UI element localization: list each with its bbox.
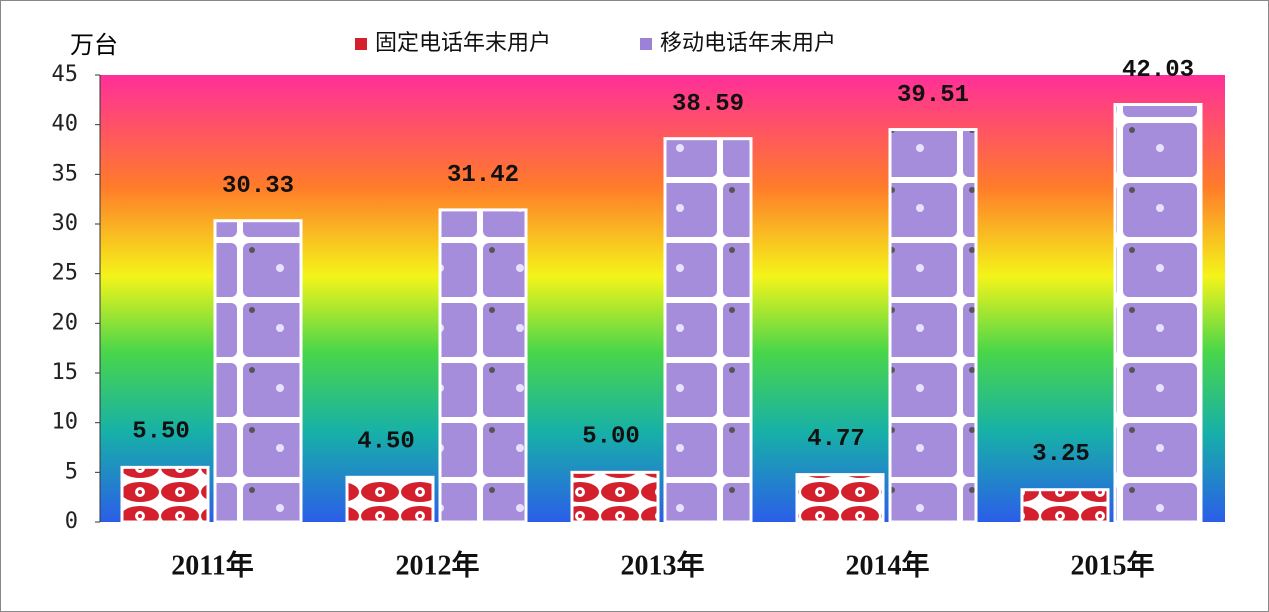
bar [1020, 488, 1110, 524]
value-label: 4.50 [357, 429, 415, 456]
y-tick-label: 45 [52, 62, 79, 87]
bar [570, 470, 660, 524]
value-label: 39.51 [897, 82, 969, 109]
y-axis-label: 万台 [70, 31, 118, 59]
y-tick-label: 35 [52, 161, 79, 186]
y-tick-label: 5 [65, 459, 78, 484]
legend-swatch [640, 38, 652, 50]
x-tick-label: 2013年 [620, 548, 704, 581]
y-tick-label: 25 [52, 261, 79, 286]
bar [795, 473, 885, 524]
value-label: 4.77 [807, 426, 865, 453]
y-tick-label: 15 [52, 360, 79, 385]
bar [663, 137, 753, 524]
y-tick-label: 30 [52, 211, 79, 236]
value-label: 42.03 [1122, 57, 1194, 84]
value-label: 30.33 [222, 173, 294, 200]
value-label: 5.50 [132, 419, 190, 446]
bar [888, 128, 978, 524]
bar [345, 475, 435, 524]
value-label: 38.59 [672, 91, 744, 118]
legend-label: 移动电话年末用户 [660, 31, 836, 56]
bar [1113, 103, 1203, 524]
x-tick-label: 2011年 [171, 548, 253, 581]
value-label: 31.42 [447, 162, 519, 189]
x-tick-label: 2015年 [1070, 548, 1154, 581]
legend-label: 固定电话年末用户 [375, 31, 551, 56]
bar [213, 219, 303, 524]
x-tick-label: 2012年 [395, 548, 479, 581]
x-tick-label: 2014年 [845, 548, 929, 581]
value-label: 3.25 [1032, 441, 1090, 468]
y-tick-label: 0 [65, 509, 78, 534]
y-tick-label: 40 [52, 112, 79, 137]
bar [438, 208, 528, 524]
y-tick-label: 20 [52, 310, 79, 335]
bar [120, 465, 210, 524]
y-tick-label: 10 [52, 410, 79, 435]
value-label: 5.00 [582, 424, 640, 451]
legend-swatch [355, 38, 367, 50]
